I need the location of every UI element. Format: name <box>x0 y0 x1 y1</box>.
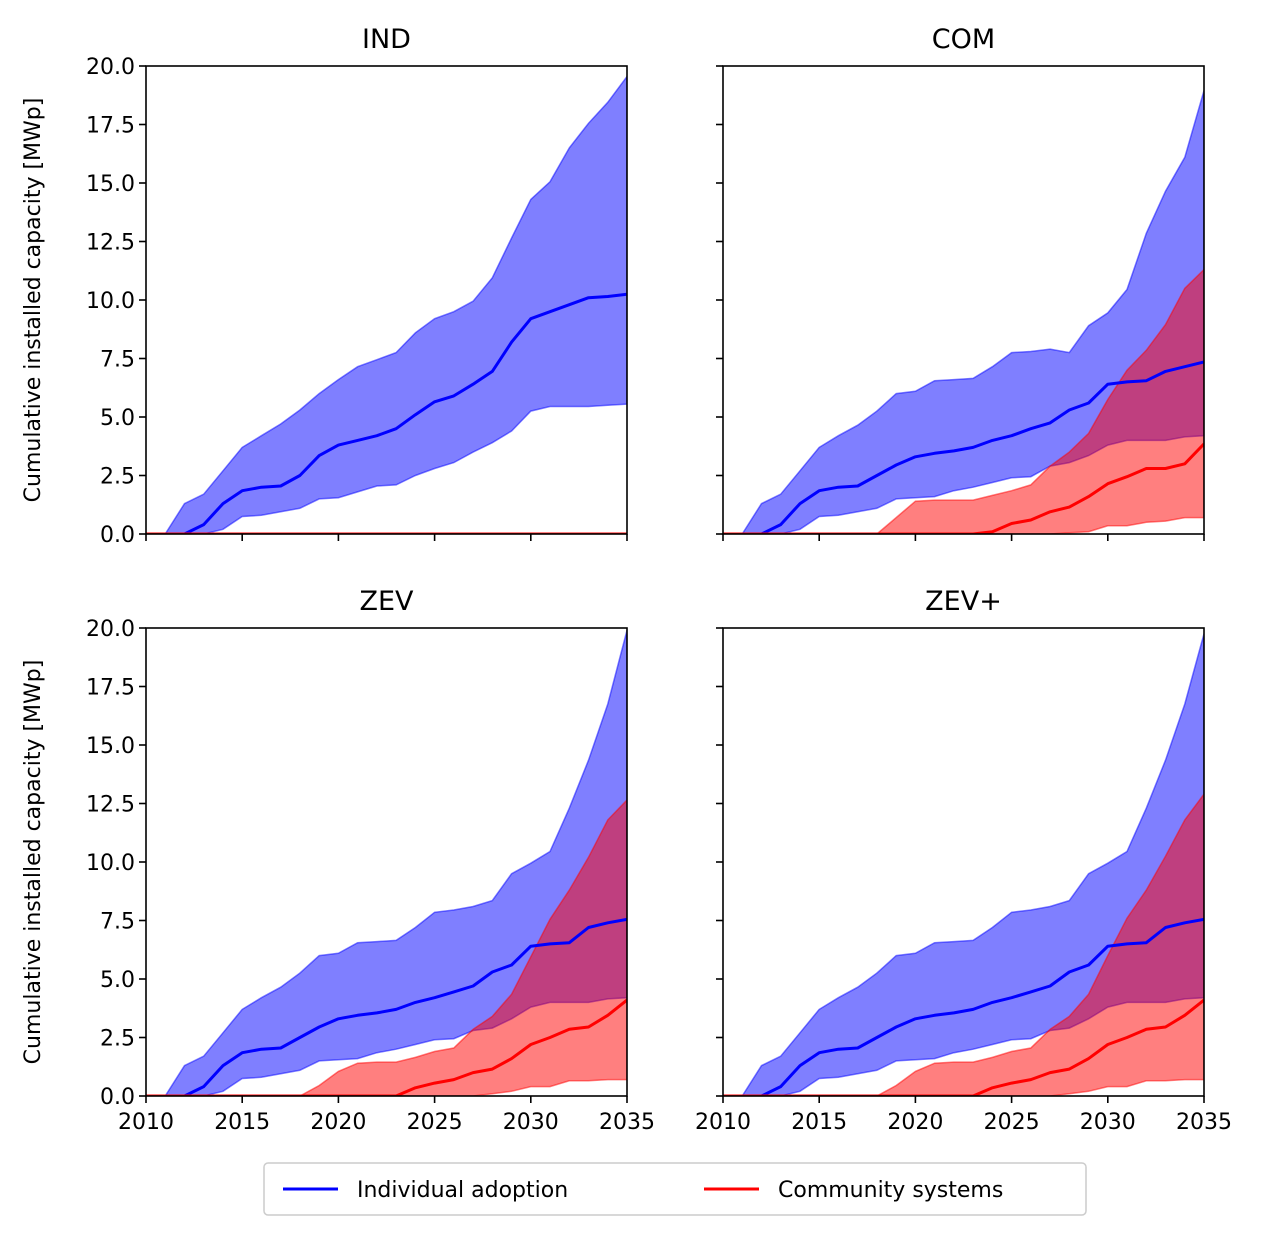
y-tick-label: 12.5 <box>86 231 135 256</box>
y-tick-label: 2.5 <box>100 1027 135 1052</box>
community-median-line <box>723 442 1204 534</box>
plot-area <box>146 75 627 534</box>
panel-ind: IND 0.0 2.5 5.0 7.5 10.0 12.5 15.0 17.5 20.0 <box>86 24 628 548</box>
x-tick-label: 2025 <box>984 1110 1040 1135</box>
y-axis-label-bottom: Cumulative installed capacity [MWp] <box>21 660 46 1065</box>
legend-label-community: Community systems <box>778 1178 1003 1203</box>
y-tick-label: 17.5 <box>86 676 135 701</box>
panel-zev: ZEV 0.0 2.5 5.0 7.5 10.0 12.5 15.0 17.5 20.0 2010 2… <box>86 586 655 1135</box>
x-tick-label: 2015 <box>214 1110 270 1135</box>
y-tick-label: 12.5 <box>86 793 135 818</box>
legend-label-individual: Individual adoption <box>357 1178 568 1203</box>
plot-area <box>723 633 1204 1096</box>
x-tick-label: 2035 <box>1176 1110 1232 1135</box>
individual-median-line <box>146 292 627 534</box>
y-axis-label-top: Cumulative installed capacity [MWp] <box>21 98 46 503</box>
x-tick-label: 2035 <box>599 1110 655 1135</box>
y-tick-label: 2.5 <box>100 465 135 490</box>
y-tick-label: 10.0 <box>86 289 135 314</box>
individual-range-band <box>723 90 1204 534</box>
y-tick-label: 20.0 <box>86 617 135 642</box>
x-tick-label: 2020 <box>887 1110 943 1135</box>
y-tick-label: 7.5 <box>100 910 135 935</box>
plot-area <box>146 630 627 1096</box>
panel-title: ZEV+ <box>925 586 1002 617</box>
x-tick-label: 2010 <box>695 1110 751 1135</box>
panel-title: COM <box>932 24 995 55</box>
panel-title: IND <box>362 24 411 55</box>
legend: Individual adoption Community systems <box>263 1162 1087 1216</box>
y-tick-label: 5.0 <box>100 968 135 993</box>
community-median-line <box>723 998 1204 1096</box>
x-tick-label: 2025 <box>407 1110 463 1135</box>
individual-range-band <box>146 630 627 1096</box>
y-tick-label: 7.5 <box>100 348 135 373</box>
panels: IND 0.0 2.5 5.0 7.5 10.0 12.5 15.0 17.5 20.0 COM ZE… <box>86 24 1232 1135</box>
y-tick-label: 0.0 <box>100 1085 135 1110</box>
x-tick-label: 2030 <box>1080 1110 1136 1135</box>
legend-frame <box>263 1162 1087 1216</box>
individual-median-line <box>723 360 1204 534</box>
panel-title: ZEV <box>359 586 414 617</box>
community-range-band <box>146 798 627 1096</box>
individual-median-line <box>146 917 627 1096</box>
panel-com: COM <box>716 24 1205 541</box>
y-tick-label: 17.5 <box>86 114 135 139</box>
x-tick-label: 2015 <box>791 1110 847 1135</box>
individual-median-line <box>723 917 1204 1096</box>
y-tick-label: 10.0 <box>86 851 135 876</box>
community-range-band <box>723 268 1204 534</box>
x-tick-label: 2020 <box>310 1110 366 1135</box>
y-tick-label: 20.0 <box>86 55 135 80</box>
plot-area <box>723 90 1204 534</box>
x-tick-label: 2010 <box>118 1110 174 1135</box>
y-tick-label: 5.0 <box>100 406 135 431</box>
y-tick-label: 0.0 <box>100 523 135 548</box>
individual-range-band <box>723 633 1204 1096</box>
community-range-band <box>723 792 1204 1096</box>
y-tick-label: 15.0 <box>86 734 135 759</box>
individual-range-band <box>146 75 627 534</box>
x-tick-label: 2030 <box>503 1110 559 1135</box>
y-tick-label: 15.0 <box>86 172 135 197</box>
panel-zev-: ZEV+ 2010 2015 2020 2025 2030 2035 <box>695 586 1232 1135</box>
community-median-line <box>146 998 627 1096</box>
